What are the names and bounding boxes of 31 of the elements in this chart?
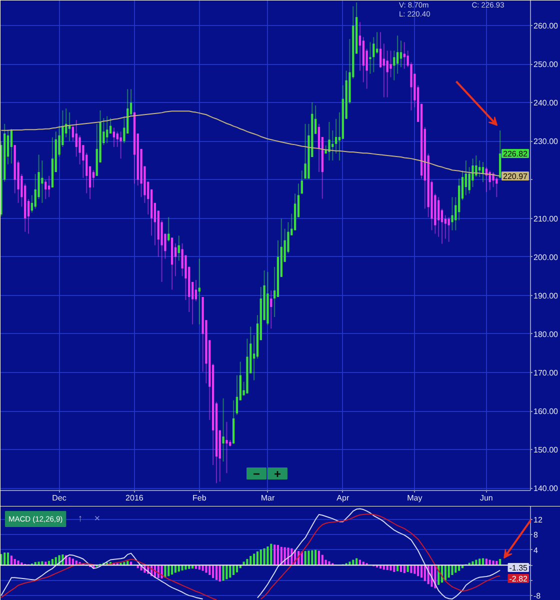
annotation: + [274, 467, 281, 481]
annotation: × [94, 514, 100, 524]
y-tick-label: 140.00 [534, 484, 559, 494]
y-tick-label: 240.00 [534, 98, 559, 108]
y-tick-label: 4 [534, 546, 538, 555]
y-tick-label: 12 [534, 515, 543, 524]
x-tick-label: Dec [52, 494, 66, 502]
y-tick-label: 8 [534, 530, 538, 540]
y-tick-label: 160.00 [534, 407, 559, 416]
y-tick-label: 260.00 [534, 22, 559, 31]
y-tick-label: -8 [534, 592, 542, 600]
y-tick-label: 170.00 [534, 368, 559, 378]
x-tick-label: May [407, 494, 422, 502]
y-tick-label: 210.00 [534, 214, 559, 224]
y-tick-label: 180.00 [534, 330, 559, 339]
annotation: ↑ [78, 514, 83, 524]
y-tick-label: 200.00 [534, 252, 559, 262]
annotation: − [253, 467, 260, 481]
data-label: 220.97 [503, 172, 528, 182]
y-tick-label: 150.00 [534, 446, 559, 455]
x-tick-label: 2016 [126, 494, 144, 502]
data-label: -2.82 [509, 574, 528, 584]
x-tick-label: Jun [480, 494, 493, 502]
x-tick-label: Apr [336, 494, 350, 502]
text: 226.82 [503, 149, 528, 158]
y-tick-label: 250.00 [534, 60, 559, 70]
x-tick-label: Mar [260, 494, 275, 502]
y-tick-label: 230.00 [534, 137, 559, 146]
y-tick-label: 190.00 [534, 291, 559, 300]
x-tick-label: Feb [192, 494, 207, 502]
data-label: -1.35 [509, 564, 528, 573]
